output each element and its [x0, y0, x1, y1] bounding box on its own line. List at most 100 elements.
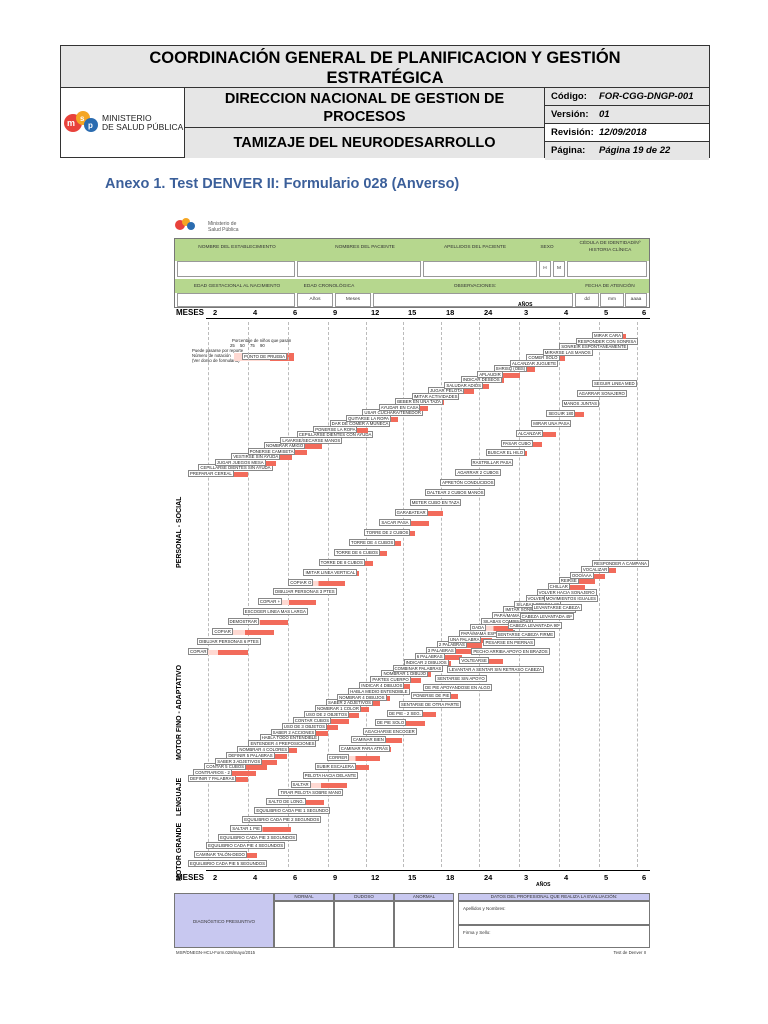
codigo-row: Código: FOR-CGG-DNGP-001 [545, 88, 709, 106]
task-label: TORRE DE 2 CUBOS [364, 528, 411, 536]
task-label: SEGUIR 180 [546, 409, 576, 417]
task-label: SALTAR 1 PIE [230, 824, 263, 832]
check-anormal[interactable] [394, 901, 454, 948]
input-aaaa[interactable]: aaaa [625, 293, 647, 307]
logo-text-2: DE SALUD PÚBLICA [102, 122, 184, 132]
age-guide-line [403, 322, 404, 867]
input-establecimiento[interactable] [177, 261, 295, 277]
patient-id-block: NOMBRE DEL ESTABLECIMIENTO NOMBRES DEL P… [174, 238, 650, 308]
input-mm[interactable]: mm [600, 293, 624, 307]
tick: 6 [642, 308, 647, 317]
task-label: RASTRILLAR PASA [470, 459, 514, 467]
age-guide-line [637, 322, 638, 867]
logo-text-1: MINISTERIO [102, 113, 152, 123]
task-label: DE PIE SOLO [374, 718, 407, 726]
form-footer: MSP/DNEGN-HCU-Form.028/mayo/2015 Test de… [176, 950, 646, 955]
input-sexo-m[interactable]: M [553, 261, 565, 277]
form-logo-label: Ministerio de Salud Pública [208, 221, 239, 233]
field-edad-gestacional: EDAD GESTACIONAL AL NACIMIENTO [181, 283, 293, 290]
task-bar [188, 650, 248, 655]
input-nombres[interactable] [297, 261, 421, 277]
task-bar [231, 620, 289, 626]
version-row: Versión: 01 [545, 106, 709, 124]
tick: 15 [408, 308, 417, 317]
field-observaciones: OBSERVACIONES: [425, 283, 525, 290]
task-label: LEVANTAR A SENTAR SIN RETRASO CABEZA [447, 665, 544, 673]
tick: 18 [446, 308, 455, 317]
task-label: EQUILIBRIO CADA PIE 5 SEGUNDOS [188, 860, 267, 867]
task-label: SACAR PASA [379, 518, 411, 526]
task-label: PESARSE EN PIERNAS [483, 639, 535, 647]
age-scale-top: MESES 2 4 6 9 12 15 18 24 AÑOS 3 4 5 6 [176, 302, 650, 322]
field-establecimiento: NOMBRE DEL ESTABLECIMIENTO [181, 244, 293, 251]
footer-code: MSP/DNEGN-HCU-Form.028/mayo/2015 [176, 950, 256, 955]
field-fecha: FECHA DE ATENCIÓN [575, 283, 645, 290]
task-label: CORRER [326, 754, 350, 762]
annex-title: Anexo 1. Test DENVER II: Formulario 028 … [105, 176, 460, 192]
section-motor-fino: MOTOR FINO - ADAPTATIVO [176, 664, 183, 760]
task-label: PELOTA HACIA DELANTE [302, 771, 359, 779]
section-personal-social: PERSONAL - SOCIAL [176, 496, 183, 568]
dept-line2: PROCESOS [323, 109, 406, 125]
check-dudoso[interactable] [334, 901, 394, 948]
prof-title: DATOS DEL PROFESIONAL QUE REALIZA LA EVA… [458, 893, 650, 901]
task-label: EQUILIBRIO CADA PIE 2 SEGUNDOS [242, 815, 322, 823]
input-anos[interactable]: Años [297, 293, 333, 307]
task-label: BUSCAR EL HILO [485, 449, 526, 457]
task-label: PECHO ARRIBA APOYO EN BRAZOS [471, 648, 550, 656]
input-edad-gestacional[interactable] [177, 293, 295, 307]
input-sexo-h[interactable]: H [539, 261, 551, 277]
task-bar [562, 579, 596, 585]
age-guide-line [248, 322, 249, 867]
task-label: SENTARSE SIN APOYO [435, 674, 487, 682]
task-bar [216, 630, 275, 636]
age-guide-line [441, 322, 442, 867]
col-dudoso: DUDOSO [334, 893, 394, 901]
svg-text:s: s [80, 114, 85, 123]
task-label: PASAR CUBO [500, 439, 533, 447]
task-label: TORRE DE 4 CUBOS [349, 538, 396, 546]
input-cedula[interactable] [567, 261, 647, 277]
task-label: CABEZA LEVANTADA 90º [507, 621, 562, 629]
task-bar [330, 756, 381, 762]
task-label: CAMINAR BIEN [350, 736, 386, 744]
msp-logo-icon: m s p [64, 111, 98, 132]
task-label: COPIAR [188, 648, 209, 655]
prof-nombre-field[interactable]: Apellidos y Nombres: [458, 901, 650, 925]
task-label: EQUILIBRIO CADA PIE 1 SEGUNDO [254, 807, 331, 815]
task-label: DEMOSTRAR [227, 618, 260, 626]
age-guide-line [366, 322, 367, 867]
task-label: CAMINAR PARA ATRÁS [338, 745, 390, 753]
task-label: DADA [470, 623, 487, 631]
check-normal[interactable] [274, 901, 334, 948]
input-meses[interactable]: Meses [335, 293, 371, 307]
task-label: METER CUBO EN TAZA [409, 499, 462, 507]
tick: 4 [564, 308, 569, 317]
form-logo: Ministerio de Salud Pública [174, 215, 239, 238]
age-guide-line [599, 322, 600, 867]
prof-firma-field[interactable]: Firma y Sello: [458, 925, 650, 948]
input-observaciones[interactable] [373, 293, 573, 307]
age-guide-line [479, 322, 480, 867]
age-guide-line [519, 322, 520, 867]
task-label: IMITAR LINEA VERTICAL [303, 568, 358, 576]
tick: 3 [524, 308, 529, 317]
input-apellidos[interactable] [423, 261, 537, 277]
task-label: DIBUJAR PERSONAS 6 PTES [197, 638, 261, 646]
tick: 4 [253, 308, 258, 317]
task-label: APLAUDIR [477, 370, 503, 378]
task-label: SALTO DE LONG. [266, 798, 306, 806]
task-label: ALCANZAR [516, 429, 543, 437]
task-label: TORRE DE 6 CUBOS [333, 548, 381, 556]
task-bar [261, 600, 317, 606]
header-title-line1: COORDINACIÓN GENERAL DE PLANIFICACION Y … [149, 49, 621, 67]
tick: 6 [293, 308, 298, 317]
input-dd[interactable]: dd [575, 293, 599, 307]
task-label: MOVIMIENTOS IGUALES [543, 595, 599, 603]
task-label: EQUILIBRIO CADA PIE 3 SEGUNDOS [218, 833, 298, 841]
task-label: SENTARSE DE OTRA PARTE [399, 701, 462, 709]
task-label: MANOS JUNTAS [561, 399, 599, 407]
scale-meses-label: MESES [176, 308, 205, 317]
task-label: RESPONDER A CAMPANA [592, 560, 649, 567]
svg-text:p: p [88, 121, 93, 130]
